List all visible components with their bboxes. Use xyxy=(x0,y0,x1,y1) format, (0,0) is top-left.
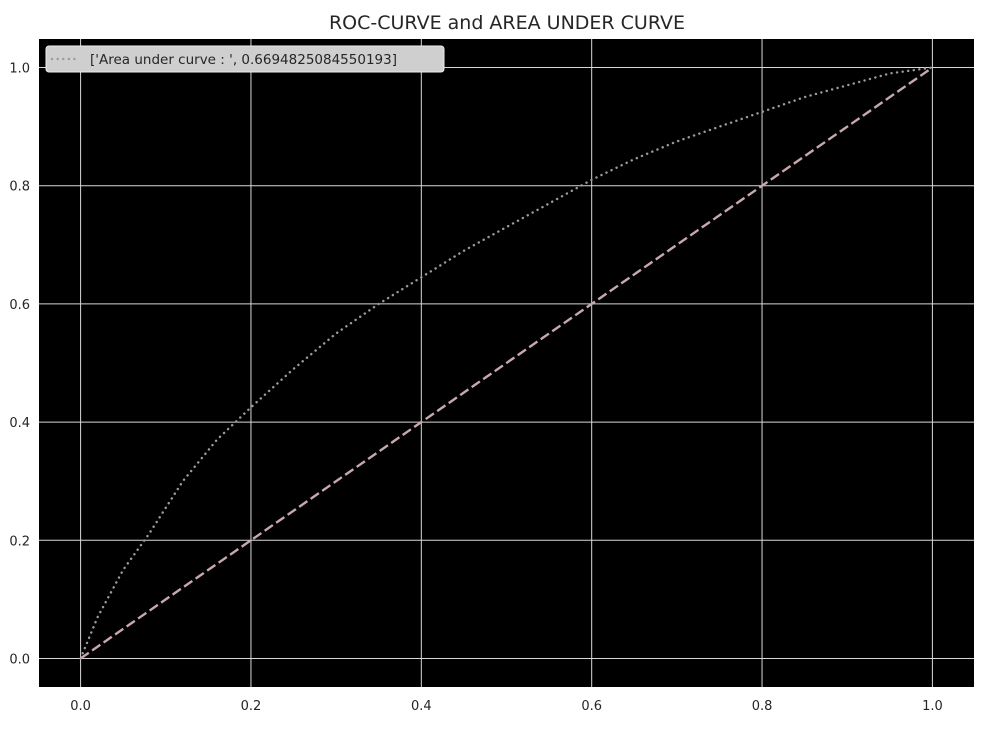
grid-lines xyxy=(38,38,975,688)
series-layer xyxy=(79,66,934,660)
x-tick-label: 0.4 xyxy=(411,699,432,714)
legend: ['Area under curve : ', 0.66948250845501… xyxy=(45,45,445,73)
diagonal-reference-line xyxy=(79,66,934,660)
y-axis-ticks: 0.0 0.2 0.4 0.6 0.8 1.0 xyxy=(9,62,30,668)
chart-title: ROC-CURVE and AREA UNDER CURVE xyxy=(329,12,685,34)
y-tick-label: 1.0 xyxy=(9,62,30,77)
x-tick-label: 0.2 xyxy=(241,699,262,714)
y-tick-label: 0.0 xyxy=(9,652,30,667)
y-tick-label: 0.4 xyxy=(9,416,30,431)
y-tick-label: 0.2 xyxy=(9,534,30,549)
x-tick-label: 0.0 xyxy=(70,699,91,714)
x-tick-label: 0.8 xyxy=(752,699,773,714)
x-tick-label: 0.6 xyxy=(581,699,602,714)
legend-label-roc: ['Area under curve : ', 0.66948250845501… xyxy=(90,52,397,68)
x-axis-ticks: 0.0 0.2 0.4 0.6 0.8 1.0 xyxy=(70,699,943,714)
legend-box xyxy=(45,45,445,73)
y-tick-label: 0.8 xyxy=(9,180,30,195)
roc-curve-line xyxy=(79,66,934,660)
plot-frame xyxy=(37,37,976,689)
y-tick-label: 0.6 xyxy=(9,298,30,313)
x-tick-label: 1.0 xyxy=(922,699,943,714)
